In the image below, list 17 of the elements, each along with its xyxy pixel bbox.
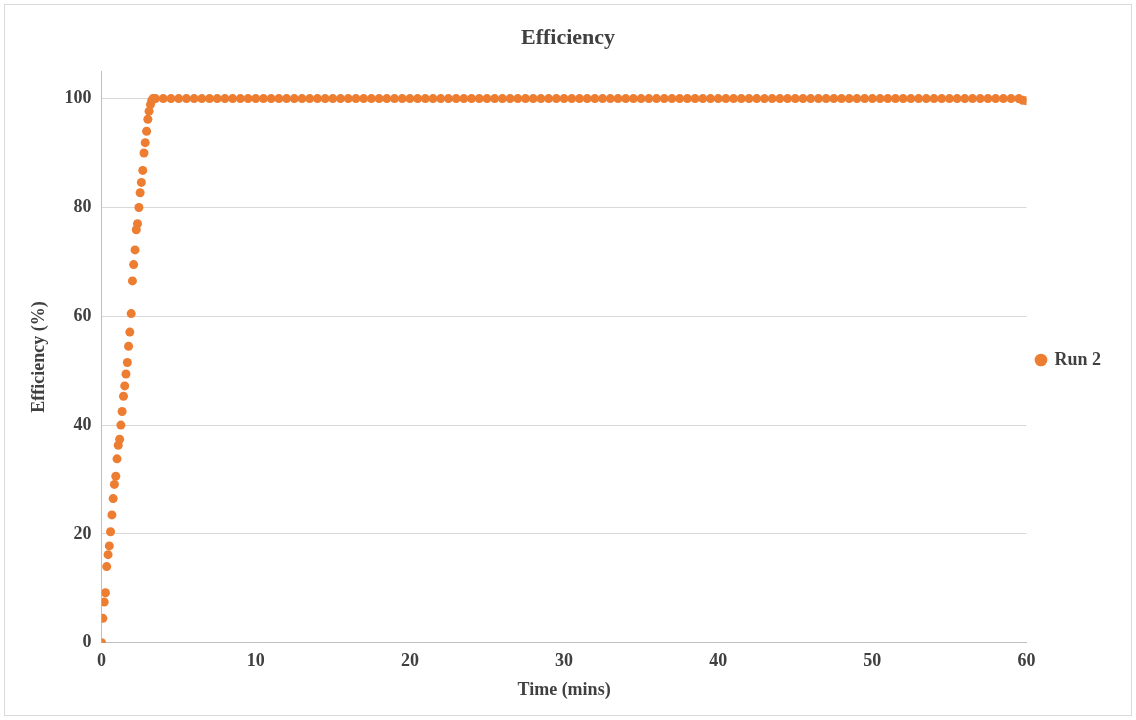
x-tick-label: 40 bbox=[709, 650, 728, 671]
x-tick-label: 20 bbox=[400, 650, 419, 671]
y-tick-label: 20 bbox=[73, 522, 92, 543]
x-tick-label: 30 bbox=[555, 650, 574, 671]
x-tick-label: 60 bbox=[1017, 650, 1036, 671]
y-axis-title: Efficiency (%) bbox=[28, 301, 50, 413]
x-tick-label: 10 bbox=[246, 650, 265, 671]
y-tick-label: 80 bbox=[73, 196, 92, 217]
x-tick-label: 50 bbox=[863, 650, 882, 671]
y-tick-label: 60 bbox=[73, 304, 92, 325]
chart-title: Efficiency bbox=[520, 23, 616, 49]
legend-label: Run 2 bbox=[1054, 348, 1102, 369]
x-axis-title: Time (mins) bbox=[517, 678, 611, 700]
y-tick-label: 40 bbox=[73, 413, 92, 434]
x-tick-label: 0 bbox=[97, 650, 107, 671]
y-tick-label: 0 bbox=[82, 631, 92, 652]
y-tick-label: 100 bbox=[64, 87, 92, 108]
